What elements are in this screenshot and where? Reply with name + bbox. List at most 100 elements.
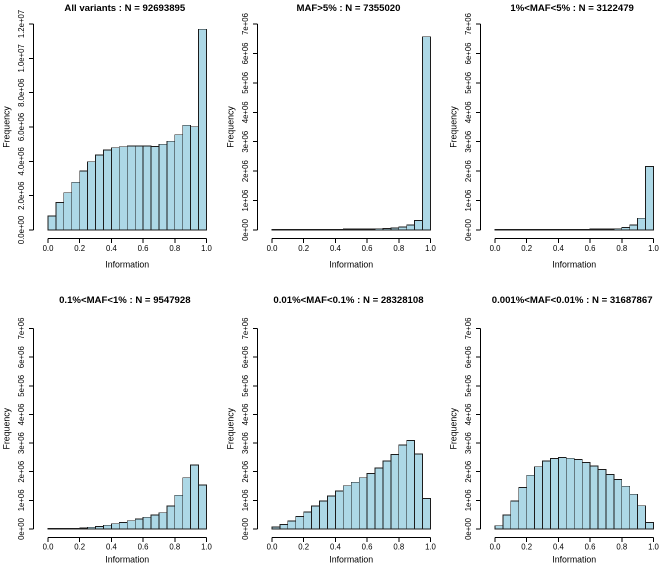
x-tick-label: 0.6 (585, 244, 596, 253)
x-axis-title: Information (553, 554, 597, 564)
histogram-bar (79, 170, 89, 231)
y-tick-label: 4e+06 (241, 403, 250, 425)
x-axis-title: Information (553, 259, 597, 269)
y-tick-label: 7e+06 (17, 318, 26, 340)
histogram-bar (550, 458, 560, 530)
x-tick-label: 1.0 (648, 244, 659, 253)
histogram-bar (518, 228, 528, 231)
x-tick-label: 0.4 (330, 244, 341, 253)
histogram-bar (310, 505, 320, 530)
histogram-bar (302, 228, 312, 231)
y-tick-label: 2e+06 (241, 160, 250, 182)
histogram-panel-maf-0.01-0.1pct: 0.01%<MAF<0.1% : N = 28328108 0e+00 1e+06… (224, 285, 448, 569)
histogram-bar (182, 477, 192, 530)
y-axis-title: Frequency (449, 106, 459, 148)
y-tick-label: 6e+06 (241, 42, 250, 64)
histogram-bar (398, 226, 407, 231)
panel-title: 0.1%<MAF<1% : N = 9547928 (59, 294, 191, 306)
histogram-bar (637, 505, 647, 530)
histogram-bar (390, 454, 399, 530)
y-axis-title: Frequency (225, 407, 235, 449)
x-tick-label: 0.4 (106, 542, 117, 551)
x-tick-label: 0.2 (298, 542, 309, 551)
histogram-bar (158, 143, 168, 231)
histogram-bar (534, 466, 544, 530)
histogram-bar (279, 228, 288, 231)
y-tick-label: 2e+06 (464, 461, 473, 483)
histogram-bar (366, 473, 376, 530)
histogram-bar (582, 462, 591, 530)
histogram-bar (150, 514, 160, 530)
histogram-bar (295, 228, 304, 231)
histogram-bar (118, 146, 128, 231)
histogram-bar (366, 228, 376, 231)
histogram-bar (271, 526, 280, 530)
histogram-bar (302, 511, 312, 530)
histogram-bar (621, 227, 631, 231)
histogram-bar (174, 134, 184, 231)
histogram-bar (150, 145, 160, 231)
x-tick-label: 1.0 (648, 542, 659, 551)
x-axis-title: Information (329, 259, 373, 269)
histogram-bar (645, 166, 655, 231)
histogram-bar (358, 228, 368, 231)
histogram-bar (566, 228, 575, 231)
y-tick-label: 0e+00 (241, 517, 250, 540)
histogram-bar (350, 228, 360, 231)
histogram-bar (334, 228, 344, 231)
histogram-bar (334, 490, 344, 530)
y-tick-label: 3e+06 (464, 131, 473, 153)
y-tick-label: 4e+06 (464, 101, 473, 123)
y-tick-label: 0e+00 (241, 218, 250, 241)
y-tick-label: 4e+06 (241, 101, 250, 123)
x-tick-label: 0.0 (266, 542, 277, 551)
histogram-bar (126, 145, 136, 231)
x-tick-label: 0.0 (490, 244, 501, 253)
x-tick-label: 0.4 (330, 542, 341, 551)
histogram-bar (637, 217, 647, 231)
x-tick-label: 0.4 (553, 542, 564, 551)
y-tick-label: 1.2e+07 (17, 10, 26, 38)
histogram-bar (421, 36, 431, 231)
histogram-bar (55, 527, 65, 530)
histogram-panel-maf-0.001-0.01pct: 0.001%<MAF<0.01% : N = 31687867 0e+00 1e+… (447, 285, 671, 569)
histogram-bar (134, 518, 144, 530)
y-tick-label: 6e+06 (464, 346, 473, 368)
y-tick-label: 6e+06 (464, 42, 473, 64)
y-tick-label: 3e+06 (241, 432, 250, 454)
x-tick-label: 0.8 (169, 244, 180, 253)
histogram-bar (405, 224, 415, 231)
histogram-bar (287, 228, 296, 231)
y-tick-label: 7e+06 (464, 318, 473, 340)
panel-title: All variants : N = 92693895 (64, 3, 186, 14)
histogram-bar (494, 228, 504, 231)
histogram-bar (134, 145, 144, 231)
histogram-bar (494, 525, 504, 530)
histogram-bar (318, 228, 328, 231)
x-tick-label: 0.0 (43, 244, 54, 253)
x-tick-label: 0.2 (298, 244, 309, 253)
x-tick-label: 0.8 (393, 244, 404, 253)
histogram-panel-all-variants: All variants : N = 92693895 0.0e+00 2.0e+… (0, 0, 224, 285)
histogram-bar (79, 527, 89, 530)
histogram-bar (526, 228, 536, 231)
y-tick-label: 8.0e+06 (17, 78, 26, 106)
histogram-bar (574, 458, 583, 530)
y-tick-label: 4.0e+06 (17, 147, 26, 175)
histogram-bar (413, 453, 423, 530)
histogram-bar (166, 505, 176, 530)
histogram-plot-maf-0.001-0.01pct: 0e+00 1e+06 2e+06 3e+06 4e+06 5e+06 6e+06 7e+06… (449, 318, 660, 565)
x-tick-label: 0.6 (138, 244, 149, 253)
histogram-bar (95, 154, 104, 231)
y-tick-label: 7e+06 (241, 13, 250, 35)
histogram-bar (605, 228, 615, 231)
histogram-panel-maf-0.1-1pct: 0.1%<MAF<1% : N = 9547928 0e+00 1e+06 2e+0… (0, 285, 224, 569)
y-tick-label: 1e+06 (464, 489, 473, 511)
y-tick-label: 5e+06 (17, 375, 26, 397)
histogram-bar (295, 515, 304, 530)
histogram-bar (574, 228, 583, 231)
histogram-bar (518, 487, 528, 530)
panel-title: 1%<MAF<5% : N = 3122479 (510, 3, 634, 14)
histogram-bar (103, 149, 112, 231)
